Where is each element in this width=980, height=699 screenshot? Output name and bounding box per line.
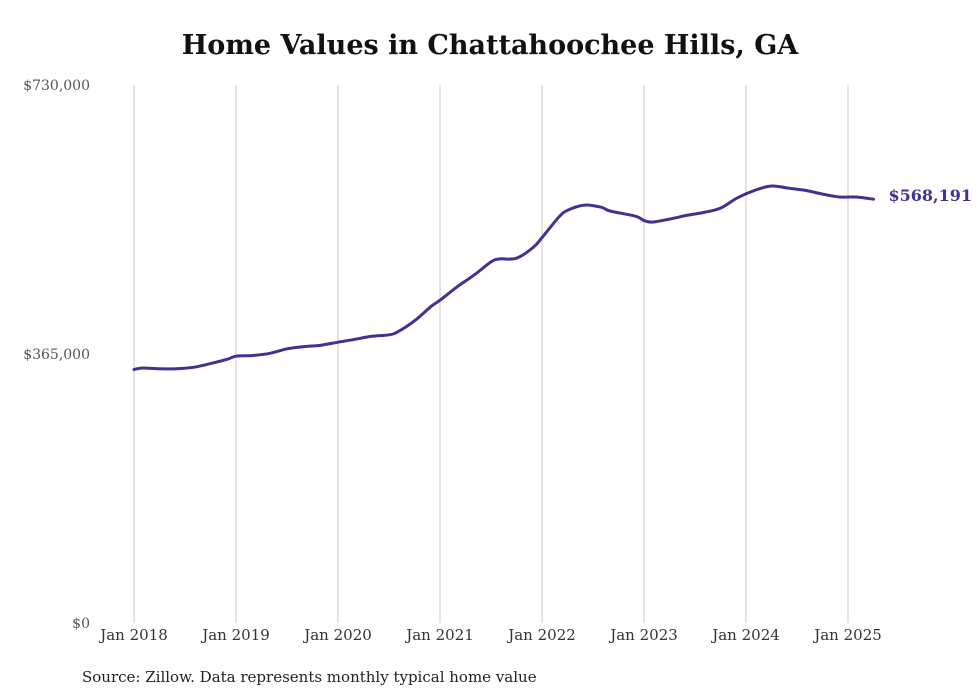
x-axis-ticks: Jan 2018 Jan 2019 Jan 2020 Jan 2021 Jan 2022… [98,626,882,644]
home-value-line [132,184,875,371]
y-tick-label: $365,000 [23,347,90,363]
x-tick-label: Jan 2018 [98,626,168,644]
y-tick-label: $0 [72,616,90,632]
x-tick-label: Jan 2022 [506,626,576,644]
line-chart: $0$365,000$730,000 Jan 2018 Jan 2019 Jan 2… [23,78,973,644]
x-tick-label: Jan 2024 [710,626,780,644]
vertical-gridlines [133,85,849,623]
source-note: Source: Zillow. Data represents monthly … [82,668,537,686]
x-tick-label: Jan 2019 [200,626,270,644]
x-tick-label: Jan 2021 [404,626,474,644]
annotation-group: $568,191 [889,186,973,205]
x-tick-label: Jan 2025 [812,626,882,644]
x-tick-label: Jan 2020 [302,626,372,644]
chart-title: Home Values in Chattahoochee Hills, GA [181,30,799,61]
latest-value-label: $568,191 [889,186,973,205]
series-group [132,184,875,371]
x-tick-label: Jan 2023 [608,626,678,644]
y-tick-label: $730,000 [23,78,90,94]
y-axis-ticks: $0 $365,000 $730,000 [23,78,90,632]
